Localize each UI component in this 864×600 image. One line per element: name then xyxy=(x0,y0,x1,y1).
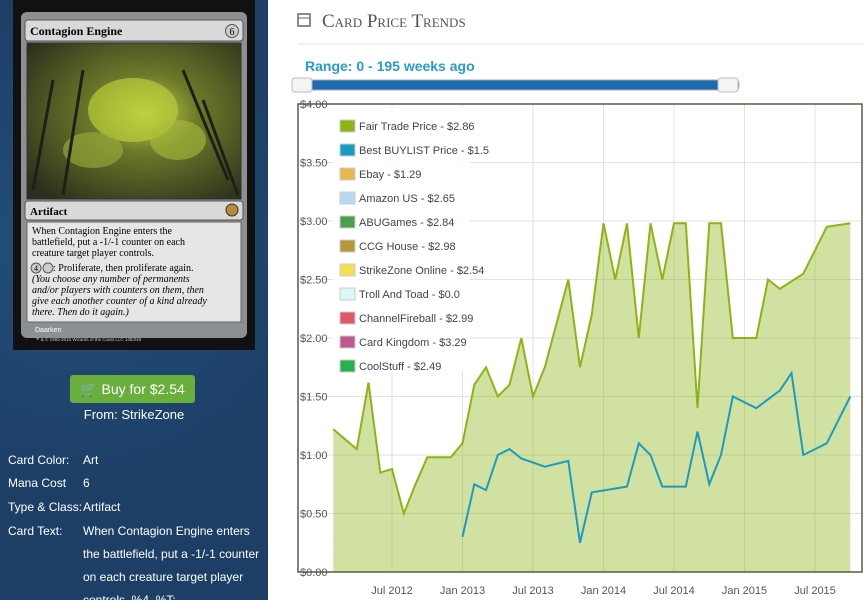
legend-label: ChannelFireball - $2.99 xyxy=(359,313,473,325)
chart-title: Card Price Trends xyxy=(322,11,466,32)
legend-label: Card Kingdom - $3.29 xyxy=(359,337,467,349)
series-area xyxy=(333,223,851,573)
series-line xyxy=(461,370,852,544)
legend-swatch xyxy=(339,239,356,253)
legend-label: Fair Trade Price - $2.86 xyxy=(359,121,475,133)
y-tick-label: $1.00 xyxy=(300,450,328,462)
type-bar xyxy=(24,200,244,221)
legend-swatch xyxy=(339,143,356,157)
legend-label: StrikeZone Online - $2.54 xyxy=(359,265,484,277)
detail-label: Type & Class: xyxy=(8,500,83,514)
legend-label: Amazon US - $2.65 xyxy=(359,193,455,205)
legend-swatch xyxy=(339,215,356,229)
detail-label: Card Text: xyxy=(8,524,63,538)
rules-line: When Contagion Engine enters the xyxy=(32,226,173,237)
card-artist: Daarken xyxy=(35,327,62,334)
art-legs xyxy=(31,69,240,196)
legend-label: Troll And Toad - $0.0 xyxy=(359,289,460,301)
legend-box xyxy=(333,108,470,372)
plot-border xyxy=(297,103,863,573)
buy-label: Buy for $2.54 xyxy=(101,381,185,397)
reminder-line: give each another counter of a kind alre… xyxy=(32,296,207,307)
y-tick-label: $2.50 xyxy=(300,275,328,287)
legend-swatch xyxy=(339,167,356,181)
y-tick-label: $0.00 xyxy=(300,567,328,579)
y-tick-label: $1.50 xyxy=(300,392,328,404)
reminder-line: (You choose any number of permanents xyxy=(32,274,190,285)
y-tick-label: $3.50 xyxy=(300,158,328,170)
range-slider[interactable] xyxy=(302,79,740,91)
detail-value: 6 xyxy=(83,476,90,490)
buy-source: From: StrikeZone xyxy=(83,407,185,422)
reminder-line: and/or players with counters on them, th… xyxy=(32,285,204,296)
detail-value: Artifact xyxy=(83,500,121,514)
legend-label: ABUGames - $2.84 xyxy=(359,217,454,229)
rules-line: creature target player controls. xyxy=(32,248,154,259)
art-blob xyxy=(150,120,206,160)
x-tick-label: Jul 2012 xyxy=(371,585,413,597)
card-image: Contagion Engine 6 Artifact When Contagi… xyxy=(13,0,255,350)
legend-swatch xyxy=(339,263,356,277)
card-cost: 6 xyxy=(230,27,235,38)
x-tick-label: Jan 2014 xyxy=(581,585,626,597)
card-panel: Contagion Engine 6 Artifact When Contagi… xyxy=(0,0,268,600)
range-label: Range: 0 - 195 weeks ago xyxy=(305,58,475,74)
x-tick-label: Jan 2013 xyxy=(440,585,485,597)
buy-button[interactable]: 🛒 Buy for $2.54 xyxy=(70,375,195,403)
text-box xyxy=(26,221,242,323)
card-name: Contagion Engine xyxy=(30,24,123,38)
legend-swatch xyxy=(339,191,356,205)
y-tick-label: $4.00 xyxy=(300,99,328,111)
legend-swatch xyxy=(339,287,356,301)
cost-symbol xyxy=(225,24,239,38)
x-tick-label: Jul 2013 xyxy=(512,585,554,597)
detail-value: When Contagion Engine enters the battlef… xyxy=(83,524,260,600)
legend-swatch xyxy=(339,335,356,349)
mana-symbol-text: 4 xyxy=(34,264,38,273)
legend-swatch xyxy=(339,119,356,133)
chart: Card Price Trends Range: 0 - 195 weeks a… xyxy=(291,11,864,597)
rules-text: When Contagion Engine enters thebattlefi… xyxy=(30,226,207,318)
legend-label: Ebay - $1.29 xyxy=(359,169,421,181)
detail-label: Mana Cost xyxy=(8,476,67,490)
tap-symbol xyxy=(42,262,54,274)
art-blob xyxy=(88,78,178,142)
reminder-line: there. Then do it again.) xyxy=(32,307,130,318)
legend-label: Best BUYLIST Price - $1.5 xyxy=(359,145,489,157)
plot-area: $0.00 $0.50 $1.00 $1.50 $2.00 $2.50 $3.00 $3.50… xyxy=(297,99,863,597)
legend-label: CCG House - $2.98 xyxy=(359,241,456,253)
card-type: Artifact xyxy=(30,206,68,218)
calendar-icon xyxy=(297,13,311,27)
legend-swatch xyxy=(339,359,356,373)
legend-swatch xyxy=(339,311,356,325)
slider-handle[interactable] xyxy=(291,77,313,93)
card-copyright: ™ & © 1993-2010 Wizards of the Coast LLC… xyxy=(35,336,142,342)
set-symbol xyxy=(225,203,239,217)
x-tick-label: Jul 2014 xyxy=(653,585,695,597)
x-tick-label: Jul 2015 xyxy=(794,585,836,597)
series-line xyxy=(332,222,851,517)
y-tick-label: $0.50 xyxy=(300,509,328,521)
ability-text: : Proliferate, then proliferate again. xyxy=(53,263,194,274)
legend-label: CoolStuff - $2.49 xyxy=(359,361,441,373)
mana-symbol xyxy=(30,262,42,274)
detail-label: Card Color: xyxy=(8,453,70,467)
detail-value: Art xyxy=(83,453,99,467)
y-tick-label: $3.00 xyxy=(300,216,328,228)
y-tick-label: $2.00 xyxy=(300,333,328,345)
rules-line: battlefield, put a -1/-1 counter on each xyxy=(32,237,185,248)
art-blob xyxy=(63,132,123,168)
slider-handle[interactable] xyxy=(717,77,739,93)
x-tick-label: Jan 2015 xyxy=(722,585,767,597)
name-bar xyxy=(24,19,244,42)
